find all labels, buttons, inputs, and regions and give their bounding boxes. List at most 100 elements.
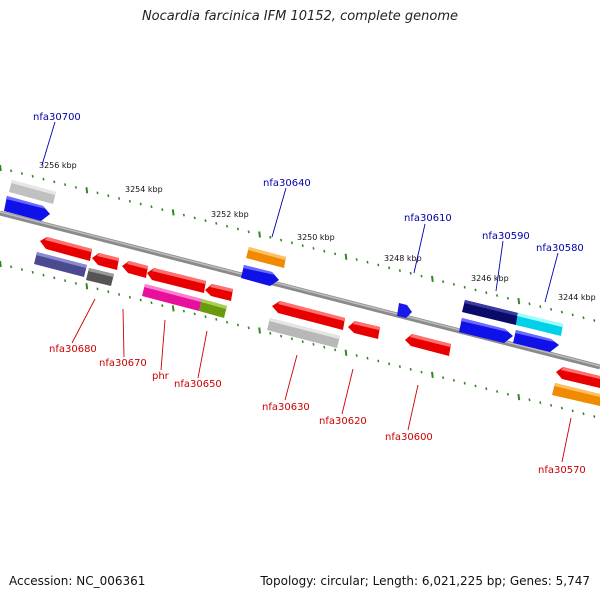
scale-tick xyxy=(247,326,250,330)
gene-label-nfa30570[interactable]: nfa30570 xyxy=(538,465,586,476)
scale-tick xyxy=(474,384,477,388)
scale-tick xyxy=(20,268,23,271)
gene-label-nfa30670[interactable]: nfa30670 xyxy=(99,358,147,369)
gene-label-nfa30600[interactable]: nfa30600 xyxy=(385,432,433,443)
scale-tick xyxy=(312,343,315,346)
scale-tick xyxy=(53,180,56,184)
gene-arrow-nfa30680[interactable] xyxy=(34,252,87,277)
scale-label: 3250 kbp xyxy=(297,233,335,242)
gene-label-nfa30580[interactable]: nfa30580 xyxy=(536,243,584,254)
gene-arrow-nfa30640[interactable] xyxy=(246,247,286,268)
gene-arrow-nfa30590-top[interactable] xyxy=(462,300,518,325)
scale-tick xyxy=(96,287,99,291)
scale-tick xyxy=(452,283,455,286)
gene-arrow-nfa30580-top[interactable] xyxy=(516,313,563,336)
gene-arrow-rev-7[interactable] xyxy=(556,367,600,388)
scale-tick xyxy=(388,266,391,270)
scale-tick xyxy=(226,320,229,324)
scale-tick xyxy=(74,186,77,189)
scale-tick xyxy=(64,279,67,282)
accession-text: Accession: NC_006361 xyxy=(9,574,146,588)
gene-label-nfa30610[interactable]: nfa30610 xyxy=(404,213,452,224)
gene-arrow-nfa30590[interactable] xyxy=(459,318,513,343)
gene-arrow-nfa30670[interactable] xyxy=(86,268,114,286)
scale-tick xyxy=(42,273,45,277)
scale-tick xyxy=(269,235,272,239)
scale-tick xyxy=(377,263,380,267)
scale-tick xyxy=(247,230,250,234)
scale-tick xyxy=(593,319,596,322)
scale-tick xyxy=(193,312,196,316)
gene-label-phr[interactable]: phr xyxy=(152,371,170,382)
scale-tick xyxy=(463,285,466,289)
scale-tick xyxy=(161,304,164,307)
scale-tick xyxy=(582,316,585,320)
scale-tick xyxy=(323,345,326,349)
scale-tick xyxy=(560,310,563,314)
gene-arrow-nfa30700-top[interactable] xyxy=(9,180,56,204)
gene-arrow-nfa30600[interactable] xyxy=(405,334,451,356)
scale-tick xyxy=(269,331,272,335)
scale-tick xyxy=(150,205,153,209)
scale-tick xyxy=(366,356,369,360)
scale-tick xyxy=(398,365,401,368)
scale-tick xyxy=(539,305,542,308)
scale-tick xyxy=(560,406,563,410)
scale-tick xyxy=(517,297,521,305)
gene-arrow-nfa30620[interactable] xyxy=(348,321,380,339)
scale-tick xyxy=(431,371,434,379)
gene-label-nfa30700[interactable]: nfa30700 xyxy=(33,112,81,123)
scale-tick xyxy=(53,276,56,280)
gene-label-nfa30620[interactable]: nfa30620 xyxy=(319,416,367,427)
scale-tick xyxy=(420,274,423,278)
scale-tick xyxy=(118,197,121,200)
gene-arrow-rev-6[interactable] xyxy=(272,301,345,330)
scale-tick xyxy=(74,282,77,285)
scale-tick xyxy=(20,172,23,175)
scale-tick xyxy=(442,376,445,380)
scale-tick xyxy=(506,392,509,396)
gene-arrow-nfa30610[interactable] xyxy=(397,303,412,318)
scale-tick xyxy=(366,260,369,264)
scale-tick xyxy=(431,275,434,283)
scale-tick xyxy=(528,302,531,306)
gene-arrow-nfa30650[interactable] xyxy=(199,299,227,318)
gene-arrow-nfa30580[interactable] xyxy=(513,330,559,352)
gene-label-nfa30640[interactable]: nfa30640 xyxy=(263,178,311,189)
scale-tick xyxy=(388,362,391,366)
callout-lines xyxy=(41,121,572,463)
gene-label-nfa30590[interactable]: nfa30590 xyxy=(482,231,530,242)
gene-arrow-rev-4[interactable] xyxy=(147,268,206,293)
gene-arrow-rev-1[interactable] xyxy=(40,237,92,261)
scale-tick xyxy=(550,308,553,311)
scale-tick xyxy=(550,404,553,407)
gene-arrow-rev-3[interactable] xyxy=(122,261,148,278)
scale-tick xyxy=(0,260,2,268)
scale-tick xyxy=(0,164,2,172)
gene-arrow-rev-2[interactable] xyxy=(92,253,119,270)
scale-tick xyxy=(377,359,380,363)
scale-tick xyxy=(334,348,337,352)
gene-arrow-nfa30640-b[interactable] xyxy=(241,265,279,286)
scale-tick xyxy=(582,412,585,416)
gene-label-nfa30680[interactable]: nfa30680 xyxy=(49,344,97,355)
gene-arrow-phr[interactable] xyxy=(142,284,202,311)
scale-tick xyxy=(290,241,293,245)
scale-tick xyxy=(31,174,34,178)
scale-tick xyxy=(334,252,337,256)
scale-label: 3254 kbp xyxy=(125,185,163,194)
gene-arrow-nfa30700[interactable] xyxy=(4,196,50,221)
scale-tick xyxy=(171,209,175,216)
scale-tick xyxy=(463,381,466,385)
scale-tick xyxy=(344,349,348,356)
gene-arrow-nfa30630[interactable] xyxy=(267,318,340,348)
gene-label-nfa30630[interactable]: nfa30630 xyxy=(262,402,310,413)
scale-tick xyxy=(31,270,34,274)
scale-tick xyxy=(344,253,348,260)
scale-tick xyxy=(128,199,131,203)
gene-arrow-nfa30570[interactable] xyxy=(552,383,600,406)
scale-label: 3248 kbp xyxy=(384,254,422,263)
gene-label-nfa30650[interactable]: nfa30650 xyxy=(174,379,222,390)
gene-arrow-rev-5[interactable] xyxy=(205,284,233,301)
genome-summary-text: Topology: circular; Length: 6,021,225 bp… xyxy=(260,574,590,588)
